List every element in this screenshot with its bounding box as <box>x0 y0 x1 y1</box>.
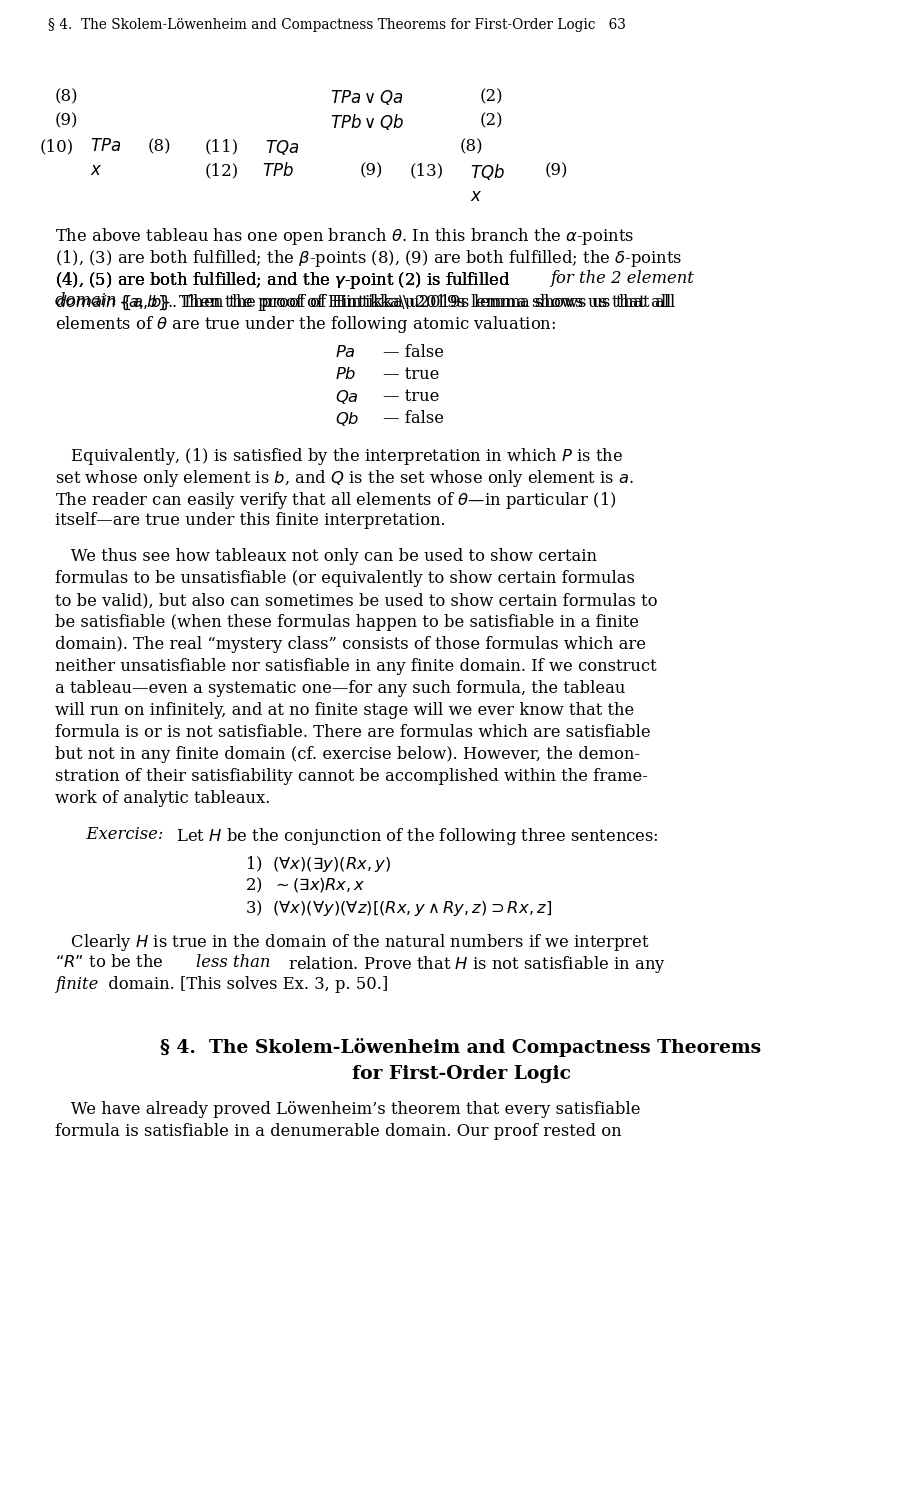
Text: $TPb \vee Qb$: $TPb \vee Qb$ <box>330 112 404 132</box>
Text: (4), (5) are both fulfilled; and the $\gamma$-point (2) is fulfilled: (4), (5) are both fulfilled; and the $\g… <box>55 270 511 291</box>
Text: $x$: $x$ <box>90 162 102 178</box>
Text: $Pb$: $Pb$ <box>335 366 357 382</box>
Text: (1), (3) are both fulfilled; the $\beta$-points (8), (9) are both fulfilled; the: (1), (3) are both fulfilled; the $\beta$… <box>55 248 682 268</box>
Text: $domain\ \{a,b\}$. Then the proof of Hintikka\u2019s lemma shows us that all: $domain\ \{a,b\}$. Then the proof of Hin… <box>55 292 676 314</box>
Text: set whose only element is $b$, and $Q$ is the set whose only element is $a$.: set whose only element is $b$, and $Q$ i… <box>55 468 633 489</box>
Text: $Qb$: $Qb$ <box>335 410 360 428</box>
Text: itself—are true under this finite interpretation.: itself—are true under this finite interp… <box>55 512 445 530</box>
Text: — true: — true <box>383 366 440 382</box>
Text: (8): (8) <box>55 88 78 105</box>
Text: will run on infinitely, and at no finite stage will we ever know that the: will run on infinitely, and at no finite… <box>55 702 634 718</box>
Text: “$R$” to be the: “$R$” to be the <box>55 954 164 970</box>
Text: (2): (2) <box>480 112 503 129</box>
Text: Let $H$ be the conjunction of the following three sentences:: Let $H$ be the conjunction of the follow… <box>171 827 659 848</box>
Text: (12): (12) <box>205 162 239 178</box>
Text: § 4.  The Skolem-Löwenheim and Compactness Theorems for First-Order Logic   63: § 4. The Skolem-Löwenheim and Compactnes… <box>48 18 626 32</box>
Text: $TQa$: $TQa$ <box>265 138 300 158</box>
Text: work of analytic tableaux.: work of analytic tableaux. <box>55 790 270 807</box>
Text: — true: — true <box>383 388 440 405</box>
Text: Exercise:: Exercise: <box>55 827 163 843</box>
Text: Clearly $H$ is true in the domain of the natural numbers if we interpret: Clearly $H$ is true in the domain of the… <box>55 932 650 952</box>
Text: (4), (5) are both fulfilled; and the $\gamma$-point (2) is fulfilled: (4), (5) are both fulfilled; and the $\g… <box>55 270 511 291</box>
Text: 3)  $(\forall x)(\forall y)(\forall z)[(Rx, y \wedge Ry, z) \supset Rx, z]$: 3) $(\forall x)(\forall y)(\forall z)[(R… <box>245 898 552 918</box>
Text: We thus see how tableaux not only can be used to show certain: We thus see how tableaux not only can be… <box>55 548 597 566</box>
Text: for the 2 element: for the 2 element <box>550 270 694 286</box>
Text: $TPa$: $TPa$ <box>90 138 122 154</box>
Text: § 4.  The Skolem-Löwenheim and Compactness Theorems: § 4. The Skolem-Löwenheim and Compactnes… <box>160 1038 762 1058</box>
Text: formula is or is not satisfiable. There are formulas which are satisfiable: formula is or is not satisfiable. There … <box>55 724 651 741</box>
Text: for First-Order Logic: for First-Order Logic <box>351 1065 571 1083</box>
Text: finite: finite <box>55 976 99 993</box>
Text: $TPa \vee Qa$: $TPa \vee Qa$ <box>330 88 403 106</box>
Text: domain: domain <box>55 292 122 309</box>
Text: (9): (9) <box>360 162 384 178</box>
Text: to be valid), but also can sometimes be used to show certain formulas to: to be valid), but also can sometimes be … <box>55 592 657 609</box>
Text: a tableau—even a systematic one—for any such formula, the tableau: a tableau—even a systematic one—for any … <box>55 680 625 698</box>
Text: 2)  $\sim(\exists x)Rx, x$: 2) $\sim(\exists x)Rx, x$ <box>245 876 366 896</box>
Text: but not in any finite domain (cf. exercise below). However, the demon-: but not in any finite domain (cf. exerci… <box>55 746 640 764</box>
Text: elements of $\theta$ are true under the following atomic valuation:: elements of $\theta$ are true under the … <box>55 314 556 334</box>
Text: 1)  $(\forall x)(\exists y)(Rx, y)$: 1) $(\forall x)(\exists y)(Rx, y)$ <box>245 853 391 874</box>
Text: — false: — false <box>383 410 444 428</box>
Text: neither unsatisfiable nor satisfiable in any finite domain. If we construct: neither unsatisfiable nor satisfiable in… <box>55 658 656 675</box>
Text: — false: — false <box>383 344 444 362</box>
Text: (4), (5) are both fulfilled; and the $\gamma$-point (2) is fulfilled: (4), (5) are both fulfilled; and the $\g… <box>55 270 511 291</box>
Text: relation. Prove that $H$ is not satisfiable in any: relation. Prove that $H$ is not satisfia… <box>283 954 666 975</box>
Text: (10): (10) <box>40 138 75 154</box>
Text: less than: less than <box>196 954 270 970</box>
Text: (13): (13) <box>410 162 444 178</box>
Text: (9): (9) <box>545 162 569 178</box>
Text: (8): (8) <box>148 138 171 154</box>
Text: (11): (11) <box>205 138 239 154</box>
Text: formula is satisfiable in a denumerable domain. Our proof rested on: formula is satisfiable in a denumerable … <box>55 1124 621 1140</box>
Text: $TQb$: $TQb$ <box>470 162 505 182</box>
Text: be satisfiable (when these formulas happen to be satisfiable in a finite: be satisfiable (when these formulas happ… <box>55 614 639 632</box>
Text: formulas to be unsatisfiable (or equivalently to show certain formulas: formulas to be unsatisfiable (or equival… <box>55 570 635 586</box>
Text: $Qa$: $Qa$ <box>335 388 359 406</box>
Text: (2): (2) <box>480 88 503 105</box>
Text: $Pa$: $Pa$ <box>335 344 356 362</box>
Text: $x$: $x$ <box>470 188 482 206</box>
Text: The above tableau has one open branch $\theta$. In this branch the $\alpha$-poin: The above tableau has one open branch $\… <box>55 226 634 248</box>
Text: domain. [This solves Ex. 3, p. 50.]: domain. [This solves Ex. 3, p. 50.] <box>103 976 388 993</box>
Text: Equivalently, (1) is satisfied by the interpretation in which $P$ is the: Equivalently, (1) is satisfied by the in… <box>55 446 623 466</box>
Text: The reader can easily verify that all elements of $\theta$—in particular (1): The reader can easily verify that all el… <box>55 490 617 512</box>
Text: $\{a,b\}$. Then the proof of Hintikka\u2019s lemma shows us that all: $\{a,b\}$. Then the proof of Hintikka\u2… <box>118 292 672 314</box>
Text: domain). The real “mystery class” consists of those formulas which are: domain). The real “mystery class” consis… <box>55 636 646 652</box>
Text: We have already proved Löwenheim’s theorem that every satisfiable: We have already proved Löwenheim’s theor… <box>55 1101 641 1118</box>
Text: stration of their satisfiability cannot be accomplished within the frame-: stration of their satisfiability cannot … <box>55 768 648 784</box>
Text: $TPb$: $TPb$ <box>262 162 294 180</box>
Text: (8): (8) <box>460 138 484 154</box>
Text: (9): (9) <box>55 112 78 129</box>
